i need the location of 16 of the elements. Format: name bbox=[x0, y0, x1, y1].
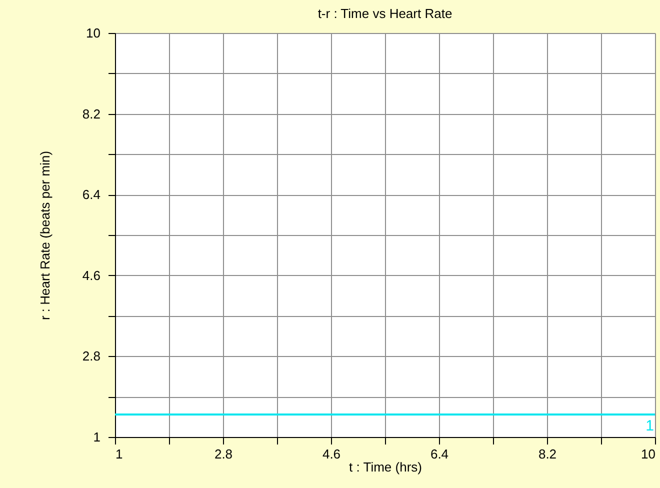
x-tick-label: 10 bbox=[641, 446, 656, 462]
x-tick-label: 6.4 bbox=[430, 446, 449, 462]
x-axis-title: t : Time (hrs) bbox=[349, 460, 422, 474]
x-tick-label: 1 bbox=[116, 446, 123, 462]
y-tick-label: 4.6 bbox=[82, 268, 100, 283]
x-tick-label: 2.8 bbox=[214, 446, 233, 462]
y-tick-label: 2.8 bbox=[82, 348, 100, 364]
x-tick-label: 4.6 bbox=[322, 446, 341, 462]
chart-title: t-r : Time vs Heart Rate bbox=[318, 6, 452, 21]
x-tick-label: 8.2 bbox=[538, 446, 557, 462]
y-tick-label: 10 bbox=[86, 26, 100, 40]
y-tick-label: 8.2 bbox=[82, 106, 100, 122]
y-tick-label: 6.4 bbox=[82, 187, 100, 202]
y-tick-label: 1 bbox=[93, 430, 100, 444]
series-label: 1 bbox=[646, 418, 654, 435]
y-axis-title: r : Heart Rate (beats per min) bbox=[37, 150, 52, 320]
